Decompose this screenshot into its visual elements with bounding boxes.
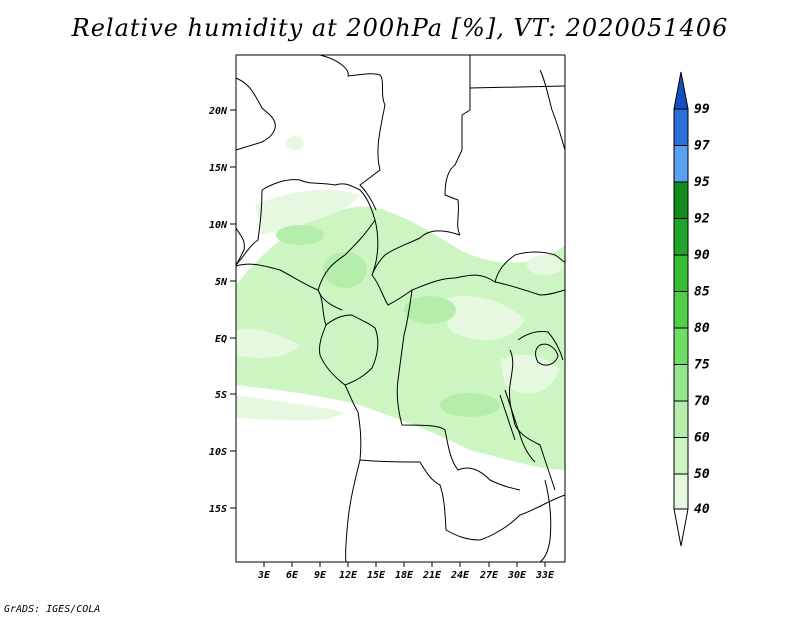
border-angola-south bbox=[359, 459, 481, 541]
border-red-sea-coast bbox=[539, 69, 566, 151]
lat-label: 5N bbox=[215, 277, 228, 288]
lon-label: 24E bbox=[450, 570, 470, 581]
humidity-spot-core4 bbox=[276, 225, 324, 245]
border-nigeria bbox=[261, 179, 376, 291]
lat-label: EQ bbox=[215, 334, 227, 345]
lat-axis bbox=[230, 109, 236, 509]
lat-label: 10N bbox=[209, 220, 228, 231]
colorbar-label: 92 bbox=[694, 212, 710, 227]
lon-label: 12E bbox=[339, 570, 358, 581]
humidity-spot-core1 bbox=[323, 252, 367, 288]
map-frame bbox=[235, 54, 566, 563]
colorbar-label: 95 bbox=[694, 175, 710, 190]
colorbar-segment bbox=[673, 218, 689, 256]
credit-text: GrADS: IGES/COLA bbox=[4, 604, 101, 615]
colorbar-segment bbox=[673, 327, 689, 365]
colorbar-segment bbox=[673, 437, 689, 475]
lon-axis bbox=[263, 562, 546, 567]
border-congo bbox=[325, 314, 379, 386]
colorbar-segment bbox=[673, 473, 689, 510]
humidity-spot-ne bbox=[527, 255, 563, 275]
colorbar-top-arrow bbox=[673, 71, 689, 110]
colorbar: 99 97 95 92 90 85 80 75 70 60 50 40 bbox=[673, 71, 710, 547]
colorbar-segment bbox=[673, 254, 689, 292]
border-drc-east bbox=[396, 289, 521, 491]
colorbar-segment bbox=[673, 108, 689, 146]
border-lake-victoria bbox=[535, 343, 559, 366]
border-great-lakes bbox=[509, 349, 556, 491]
colorbar-segment bbox=[673, 400, 689, 438]
colorbar-label: 40 bbox=[694, 502, 710, 517]
colorbar-label: 85 bbox=[694, 285, 710, 300]
lon-label: 3E bbox=[257, 570, 271, 581]
humidity-patch-lake bbox=[500, 354, 560, 394]
colorbar-label: 50 bbox=[694, 467, 710, 482]
humidity-patch-sw bbox=[236, 395, 345, 421]
lon-label: 30E bbox=[507, 570, 527, 581]
border-uganda bbox=[517, 331, 564, 361]
lat-label: 20N bbox=[208, 106, 228, 117]
border-zambia-south bbox=[479, 494, 566, 541]
border-lake-tanganyika bbox=[499, 389, 536, 463]
border-car bbox=[371, 219, 566, 306]
lat-label: 15N bbox=[209, 163, 228, 174]
border-niger-benin bbox=[235, 189, 263, 266]
colorbar-label: 75 bbox=[694, 358, 710, 373]
lon-label: 15E bbox=[367, 570, 386, 581]
colorbar-label: 60 bbox=[694, 431, 710, 446]
border-egypt-sudan bbox=[444, 55, 471, 236]
colorbar-segment bbox=[673, 145, 689, 183]
map-title: Relative humidity at 200hPa [%], VT: 202… bbox=[71, 14, 729, 42]
colorbar-label: 80 bbox=[694, 321, 710, 336]
humidity-spot-north bbox=[286, 136, 304, 150]
humidity-patch-west bbox=[236, 328, 300, 358]
map-borders bbox=[235, 54, 566, 563]
colorbar-label: 97 bbox=[694, 139, 710, 154]
colorbar-segment bbox=[673, 291, 689, 329]
lon-label: 9E bbox=[314, 570, 327, 581]
lon-label: 33E bbox=[535, 570, 555, 581]
colorbar-label: 99 bbox=[694, 102, 710, 117]
lat-labels: 20N 15N 10N 5N EQ 5S 10S 15S bbox=[208, 106, 228, 515]
border-south-sudan bbox=[371, 230, 566, 283]
humidity-shading bbox=[236, 136, 565, 470]
humidity-patch-east bbox=[440, 296, 525, 341]
border-libya-chad bbox=[319, 54, 386, 211]
border-niger-chad bbox=[235, 77, 276, 151]
border-malawi bbox=[539, 479, 552, 563]
border-sudan-east bbox=[469, 85, 566, 89]
border-cameroon bbox=[317, 289, 343, 311]
humidity-band-north bbox=[255, 189, 360, 235]
lat-label: 10S bbox=[209, 447, 227, 458]
lon-label: 18E bbox=[395, 570, 414, 581]
lon-labels: 3E 6E 9E 12E 15E 18E 21E 24E 27E 30E 33E bbox=[257, 570, 555, 581]
lon-label: 6E bbox=[286, 570, 299, 581]
colorbar-segment bbox=[673, 181, 689, 219]
humidity-spot-core3 bbox=[440, 393, 500, 417]
colorbar-label: 70 bbox=[694, 394, 710, 409]
humidity-spot-core2 bbox=[404, 296, 456, 324]
lat-label: 5S bbox=[215, 390, 227, 401]
colorbar-segment bbox=[673, 364, 689, 402]
colorbar-label: 90 bbox=[694, 248, 710, 263]
lat-label: 15S bbox=[209, 504, 227, 515]
colorbar-bottom-arrow bbox=[673, 508, 689, 547]
lon-label: 27E bbox=[479, 570, 499, 581]
lon-label: 21E bbox=[422, 570, 442, 581]
coastline-west bbox=[235, 227, 362, 563]
